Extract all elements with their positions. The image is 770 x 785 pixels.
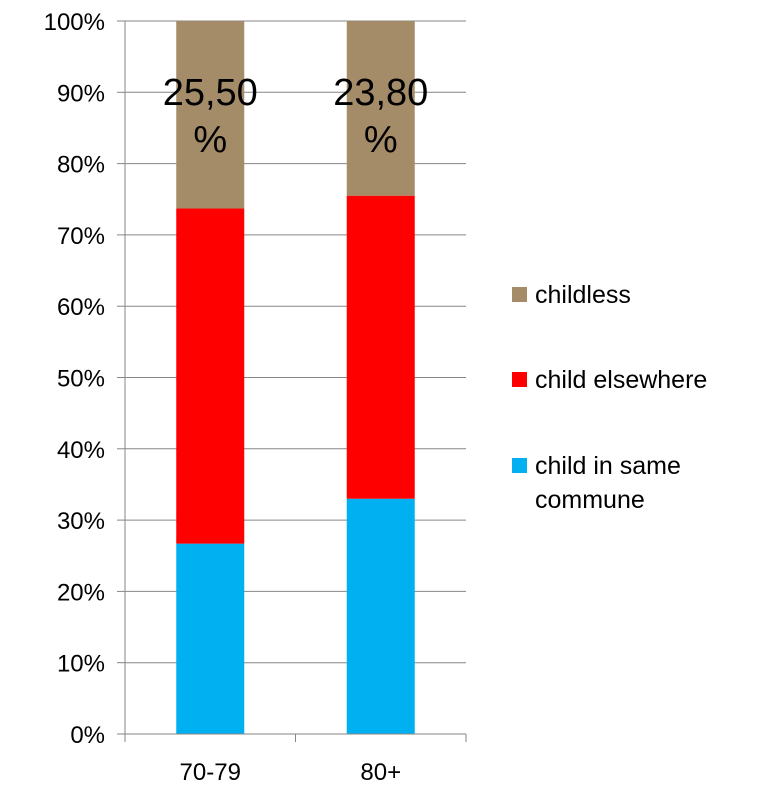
data-label-line2: % [364,119,398,161]
y-tick-label: 70% [57,223,105,250]
bar-childless-70-79 [176,21,245,209]
x-category-label: 70-79 [180,759,241,785]
legend-label: commune [535,486,645,514]
y-tick-label: 80% [57,152,105,179]
bar-child-elsewhere-80- [346,195,415,499]
bar-child-in-same-commune-80- [346,498,415,734]
x-category-label: 80+ [360,759,401,785]
y-tick-label: 10% [57,651,105,678]
axes [117,20,467,742]
legend: childless child elsewhere child in same com… [512,281,707,514]
y-tick-label: 30% [57,508,105,535]
y-tick-label: 20% [57,579,105,606]
legend-swatch [512,287,527,302]
legend-swatch [512,458,527,473]
data-label-line1: 23,80 [333,72,428,114]
legend-swatch [512,372,527,387]
legend-item: child elsewhere [512,366,707,394]
legend-item: childless [512,281,631,309]
legend-label: child elsewhere [535,366,707,394]
legend-label: child in same [535,452,681,480]
data-label-line1: 25,50 [163,72,258,114]
y-tick-labels: 0% 10% 20% 30% 40% 50% 60% 70% 80% 90% 100% [44,9,105,749]
y-tick-label: 60% [57,294,105,321]
data-labels: 25,50% 23,80% [163,72,429,161]
bars [176,21,415,734]
y-tick-label: 40% [57,437,105,464]
data-label-line2: % [193,119,227,161]
y-tick-label: 0% [70,722,105,749]
legend-label: childless [535,281,631,309]
legend-item: child in same commune [512,452,681,514]
bar-child-in-same-commune-70-79 [176,543,245,734]
bar-child-elsewhere-70-79 [176,208,245,544]
y-tick-label: 100% [44,9,105,36]
gridlines [125,20,466,664]
x-tick-labels: 70-79 80+ [180,759,402,785]
y-tick-label: 90% [57,80,105,107]
bar-childless-80- [346,21,415,196]
y-tick-label: 50% [57,366,105,393]
